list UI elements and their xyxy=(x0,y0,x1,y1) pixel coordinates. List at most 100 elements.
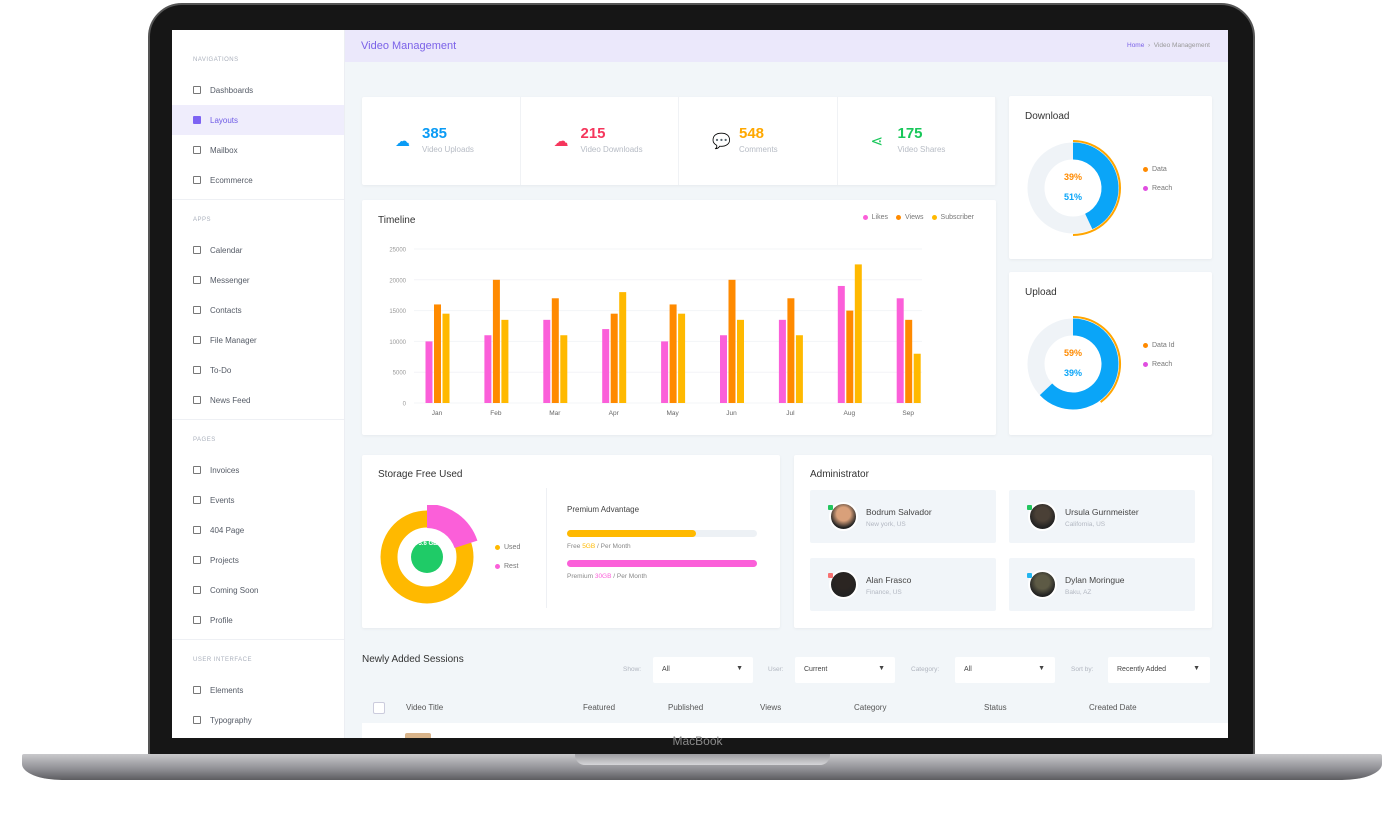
sidebar-divider xyxy=(172,419,344,420)
bar-likes-may xyxy=(661,341,669,403)
filter-select-category[interactable]: All ▼ xyxy=(955,657,1055,683)
sidebar: Navigations Dashboards Layouts Mailbox Ecomm… xyxy=(172,30,345,738)
column-header[interactable]: Views xyxy=(760,703,782,712)
sidebar-item-layouts[interactable]: Layouts xyxy=(172,105,344,135)
sidebar-item-messenger[interactable]: Messenger xyxy=(172,265,344,295)
breadcrumb-home[interactable]: Home xyxy=(1127,42,1145,49)
donut-inner-arc xyxy=(1072,142,1119,230)
elements-icon xyxy=(193,686,201,694)
bar-likes-apr xyxy=(602,329,610,403)
cloud-download-icon: ☁ xyxy=(553,133,569,150)
invoices-icon xyxy=(193,466,201,474)
x-tick-label: Feb xyxy=(490,410,502,417)
storage-rest-arc xyxy=(427,505,478,549)
select-value: All xyxy=(964,666,972,673)
stat-video-uploads[interactable]: ☁ 385 Video Uploads xyxy=(362,97,521,185)
sidebar-item-contacts[interactable]: Contacts xyxy=(172,295,344,325)
sidebar-item-profile[interactable]: Profile xyxy=(172,605,344,635)
sidebar-item-dashboards[interactable]: Dashboards xyxy=(172,75,344,105)
chevron-down-icon: ▼ xyxy=(736,665,743,672)
sidebar-item-calendar[interactable]: Calendar xyxy=(172,235,344,265)
y-tick-label: 20000 xyxy=(389,278,406,284)
page-title: Video Management xyxy=(361,40,457,52)
filter-label: Sort by: xyxy=(1071,666,1094,673)
y-tick-label: 0 xyxy=(403,402,407,408)
legend-label: Reach xyxy=(1152,361,1173,368)
column-header[interactable]: Created Date xyxy=(1089,703,1137,712)
filter-label: Show: xyxy=(623,666,642,673)
bar-views-mar xyxy=(551,298,559,403)
sidebar-item-label: Mailbox xyxy=(210,145,238,155)
sidebar-item-mailbox[interactable]: Mailbox xyxy=(172,135,344,165)
x-tick-label: Aug xyxy=(844,410,856,417)
typography-icon xyxy=(193,716,201,724)
bar-likes-aug xyxy=(837,285,845,403)
stat-video-downloads[interactable]: ☁ 215 Video Downloads xyxy=(521,97,679,185)
admin-card[interactable]: Dylan Moringue Baku, AZ xyxy=(1009,558,1195,611)
premium-caption: Premium 30GB / Per Month xyxy=(567,573,647,580)
stat-value: 215 xyxy=(580,125,606,142)
admin-card[interactable]: Bodrum Salvador New york, US xyxy=(810,490,996,543)
video-thumbnail xyxy=(405,733,431,738)
admin-name: Dylan Moringue xyxy=(1065,575,1125,585)
sidebar-item-coming-soon[interactable]: Coming Soon xyxy=(172,575,344,605)
sidebar-item-typography[interactable]: Typography xyxy=(172,705,344,735)
legend-rest: Rest xyxy=(495,563,518,570)
legend-dot xyxy=(495,545,500,550)
sidebar-item-invoices[interactable]: Invoices xyxy=(172,455,344,485)
sidebar-section-label: Apps xyxy=(193,217,212,223)
chevron-down-icon: ▼ xyxy=(1038,665,1045,672)
select-value: Current xyxy=(804,666,828,673)
storage-donut xyxy=(380,505,478,604)
admin-card[interactable]: Alan Frasco Finance, US xyxy=(810,558,996,611)
admin-card[interactable]: Ursula Gurnmeister California, US xyxy=(1009,490,1195,543)
select-all-checkbox[interactable] xyxy=(373,702,385,714)
stat-video-shares[interactable]: ⋖ 175 Video Shares xyxy=(838,97,996,185)
sidebar-item-404-page[interactable]: 404 Page xyxy=(172,515,344,545)
sidebar-item-ecommerce[interactable]: Ecommerce xyxy=(172,165,344,195)
column-header[interactable]: Featured xyxy=(583,703,616,712)
column-header[interactable]: Category xyxy=(854,703,887,712)
upload-center-secondary: 39% xyxy=(1063,368,1082,378)
sidebar-item-file-manager[interactable]: File Manager xyxy=(172,325,344,355)
filter-label: User: xyxy=(768,666,784,673)
upload-donut xyxy=(1027,316,1121,410)
column-header[interactable]: Published xyxy=(668,703,704,712)
bar-subscriber-jan xyxy=(442,313,450,403)
admin-location: New york, US xyxy=(866,521,906,528)
administrator-title: Administrator xyxy=(810,469,869,480)
sidebar-item-projects[interactable]: Projects xyxy=(172,545,344,575)
sidebar-section-label: User Interface xyxy=(193,657,253,663)
x-tick-label: Apr xyxy=(609,410,620,417)
sidebar-item-label: Invoices xyxy=(210,465,240,475)
legend-item: Subscriber xyxy=(931,214,974,221)
sidebar-item-label: Coming Soon xyxy=(210,585,259,595)
timeline-chart: 0 5000 10000 15000 20000 25000 Jan Feb Mar Apr May… xyxy=(389,248,922,417)
sidebar-item-label: Contacts xyxy=(210,305,242,315)
filter-select-sortby[interactable]: Recently Added ▼ xyxy=(1108,657,1210,683)
sidebar-item-news-feed[interactable]: News Feed xyxy=(172,385,344,415)
contacts-icon xyxy=(193,306,201,314)
sidebar-item-label: News Feed xyxy=(210,395,251,405)
select-value: All xyxy=(662,666,670,673)
sidebar-item-to-do[interactable]: To-Do xyxy=(172,355,344,385)
filter-select-show[interactable]: All ▼ xyxy=(653,657,753,683)
table-row[interactable] xyxy=(362,723,1228,738)
bar-subscriber-jul xyxy=(795,335,803,403)
y-tick-label: 25000 xyxy=(389,248,406,254)
chevron-down-icon: ▼ xyxy=(878,665,885,672)
sidebar-item-elements[interactable]: Elements xyxy=(172,675,344,705)
sidebar-item-events[interactable]: Events xyxy=(172,485,344,515)
filter-label: Category: xyxy=(911,666,940,673)
column-header[interactable]: Status xyxy=(984,703,1007,712)
sidebar-item-label: Elements xyxy=(210,685,244,695)
bar-subscriber-jun xyxy=(737,319,744,403)
download-donut xyxy=(1027,140,1121,236)
stat-comments[interactable]: 💬 548 Comments xyxy=(679,97,838,185)
upload-center-primary: 59% xyxy=(1063,348,1082,358)
column-header[interactable]: Video Title xyxy=(406,703,444,712)
stats-card: ☁ 385 Video Uploads ☁ 215 Video Downloads 💬 548… xyxy=(362,97,996,185)
bar-subscriber-mar xyxy=(560,335,568,403)
sidebar-item-label: Profile xyxy=(210,615,233,625)
filter-select-user[interactable]: Current ▼ xyxy=(795,657,895,683)
